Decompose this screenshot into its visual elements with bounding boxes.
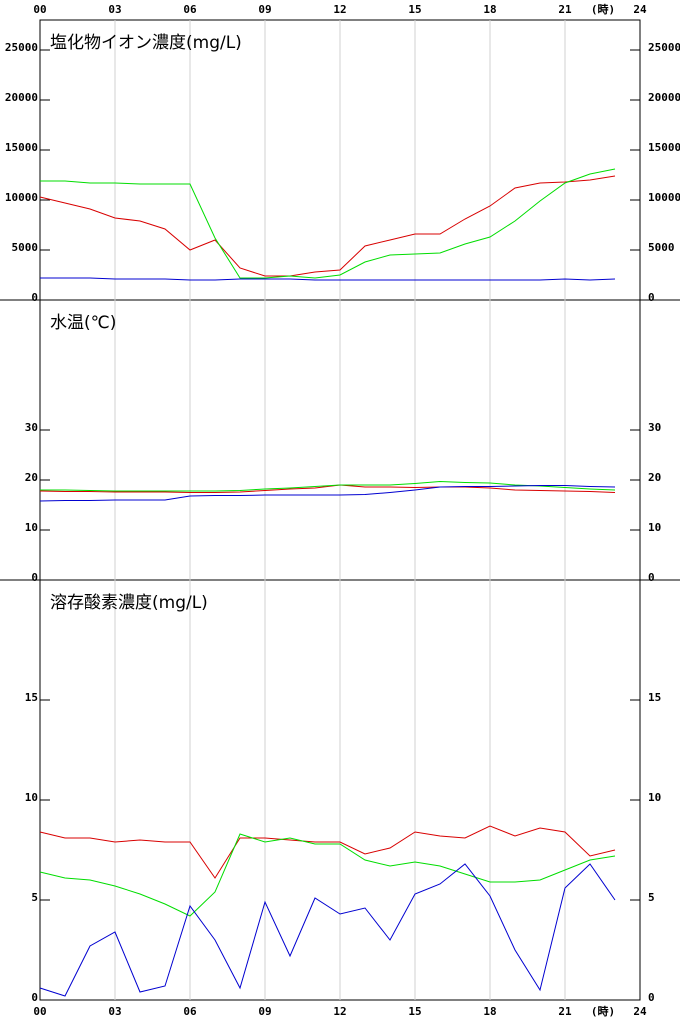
y-tick-label: 5000 [648,241,675,254]
x-tick-label: 18 [483,3,496,16]
panel-title: 塩化物イオン濃度(mg/L) [50,33,242,53]
series-line [39,175,616,277]
series-line [39,484,616,493]
y-tick-label: 0 [648,291,655,304]
x-tick-label: 09 [258,3,271,16]
x-tick-label: 00 [33,3,46,16]
y-tick-label: 5 [31,891,38,904]
y-tick-label: 10 [25,791,38,804]
y-tick-label: 20000 [5,91,38,104]
y-tick-label: 0 [31,571,38,584]
panel-title: 水温(℃) [50,313,116,333]
y-tick-label: 5 [648,891,655,904]
y-tick-label: 10000 [648,191,680,204]
x-tick-label: 03 [108,3,121,16]
y-tick-label: 30 [648,421,661,434]
x-tick-label: 09 [258,1005,271,1018]
x-tick-label: 06 [183,1005,197,1018]
series-line [39,485,616,502]
y-tick-label: 0 [648,571,655,584]
x-tick-label: 15 [408,3,421,16]
y-tick-label: 25000 [5,41,38,54]
series-line [39,825,616,879]
y-tick-label: 15000 [648,141,680,154]
series-line [40,168,616,279]
y-tick-label: 20 [648,471,661,484]
y-tick-label: 30 [25,421,38,434]
y-tick-label: 10000 [5,191,38,204]
y-tick-label: 15000 [5,141,38,154]
y-tick-label: 0 [31,991,38,1004]
y-tick-label: 10 [648,791,661,804]
y-tick-label: 0 [31,291,38,304]
y-tick-label: 25000 [648,41,680,54]
y-tick-label: 20000 [648,91,680,104]
x-tick-label: 00 [33,1005,46,1018]
y-tick-label: 15 [25,691,38,704]
y-tick-label: 10 [25,521,38,534]
x-tick-label: 24 [633,1005,647,1018]
x-tick-label: 06 [183,3,197,16]
x-tick-label: 21 [558,3,572,16]
series-line [40,480,616,492]
x-tick-label: 18 [483,1005,496,1018]
y-tick-label: 15 [648,691,661,704]
y-tick-label: 0 [648,991,655,1004]
series-line [40,277,616,281]
x-tick-label: 03 [108,1005,121,1018]
y-tick-label: 10 [648,521,661,534]
x-tick-label: 24 [633,3,647,16]
y-tick-label: 20 [25,471,38,484]
x-tick-label: 21 [558,1005,572,1018]
x-unit: (時) [591,2,615,16]
x-tick-label: 12 [333,3,346,16]
y-tick-label: 5000 [12,241,39,254]
x-unit: (時) [591,1004,615,1018]
x-tick-label: 15 [408,1005,421,1018]
series-line [39,833,616,917]
series-line [39,863,616,997]
panel-title: 溶存酸素濃度(mg/L) [50,593,208,613]
x-tick-label: 12 [333,1005,346,1018]
